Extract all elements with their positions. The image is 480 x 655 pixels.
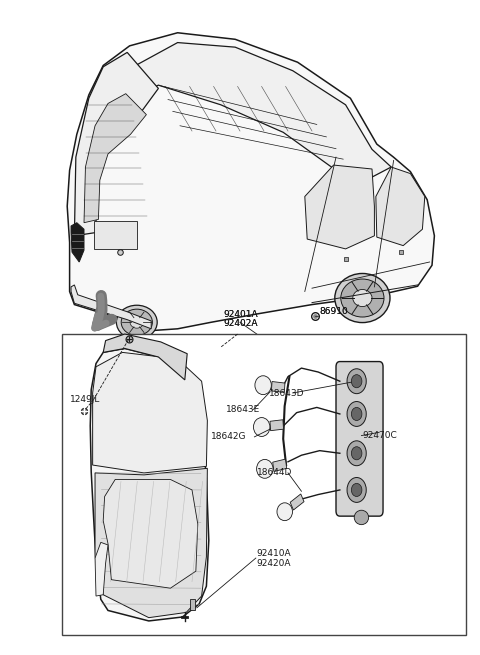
Ellipse shape <box>255 376 271 394</box>
Bar <box>94 221 137 249</box>
Bar <box>62 334 466 635</box>
Ellipse shape <box>257 459 273 478</box>
Text: 18643E: 18643E <box>226 405 260 414</box>
Ellipse shape <box>116 305 157 339</box>
Ellipse shape <box>351 407 362 421</box>
Polygon shape <box>71 223 84 262</box>
Polygon shape <box>103 334 187 380</box>
Text: 18643D: 18643D <box>269 388 304 398</box>
Ellipse shape <box>347 441 366 466</box>
Polygon shape <box>95 542 108 596</box>
Ellipse shape <box>347 402 366 426</box>
Ellipse shape <box>335 274 390 322</box>
Polygon shape <box>93 352 207 473</box>
Polygon shape <box>376 167 425 246</box>
Text: 92470C: 92470C <box>362 431 397 440</box>
Polygon shape <box>71 285 151 329</box>
Text: 18644D: 18644D <box>257 468 292 477</box>
Ellipse shape <box>277 503 292 521</box>
Ellipse shape <box>253 418 270 436</box>
Polygon shape <box>103 479 198 588</box>
Bar <box>190 599 195 610</box>
Ellipse shape <box>353 290 372 307</box>
Polygon shape <box>90 348 209 621</box>
Text: 92402A: 92402A <box>223 319 258 328</box>
Polygon shape <box>270 420 284 431</box>
Ellipse shape <box>121 309 152 335</box>
FancyBboxPatch shape <box>336 362 383 516</box>
Text: 92420A: 92420A <box>257 559 291 568</box>
Ellipse shape <box>351 375 362 388</box>
Polygon shape <box>84 94 146 223</box>
Text: 92402A: 92402A <box>223 319 258 328</box>
Polygon shape <box>110 43 391 183</box>
Text: 1249JL: 1249JL <box>70 395 100 404</box>
Text: 18642G: 18642G <box>211 432 247 441</box>
Text: 92401A: 92401A <box>223 310 258 319</box>
Text: 86910: 86910 <box>319 307 348 316</box>
Polygon shape <box>273 459 287 472</box>
Polygon shape <box>271 381 285 392</box>
Polygon shape <box>95 468 207 618</box>
Polygon shape <box>290 494 304 510</box>
Ellipse shape <box>341 279 384 317</box>
Ellipse shape <box>347 369 366 394</box>
Polygon shape <box>305 165 374 249</box>
Text: 86910: 86910 <box>319 307 348 316</box>
Text: 92401A: 92401A <box>223 310 258 319</box>
Text: 92410A: 92410A <box>257 549 291 558</box>
Ellipse shape <box>354 510 369 525</box>
Polygon shape <box>67 33 434 331</box>
Ellipse shape <box>351 447 362 460</box>
Ellipse shape <box>351 483 362 496</box>
Ellipse shape <box>130 316 144 328</box>
Ellipse shape <box>347 477 366 502</box>
Polygon shape <box>74 52 158 236</box>
